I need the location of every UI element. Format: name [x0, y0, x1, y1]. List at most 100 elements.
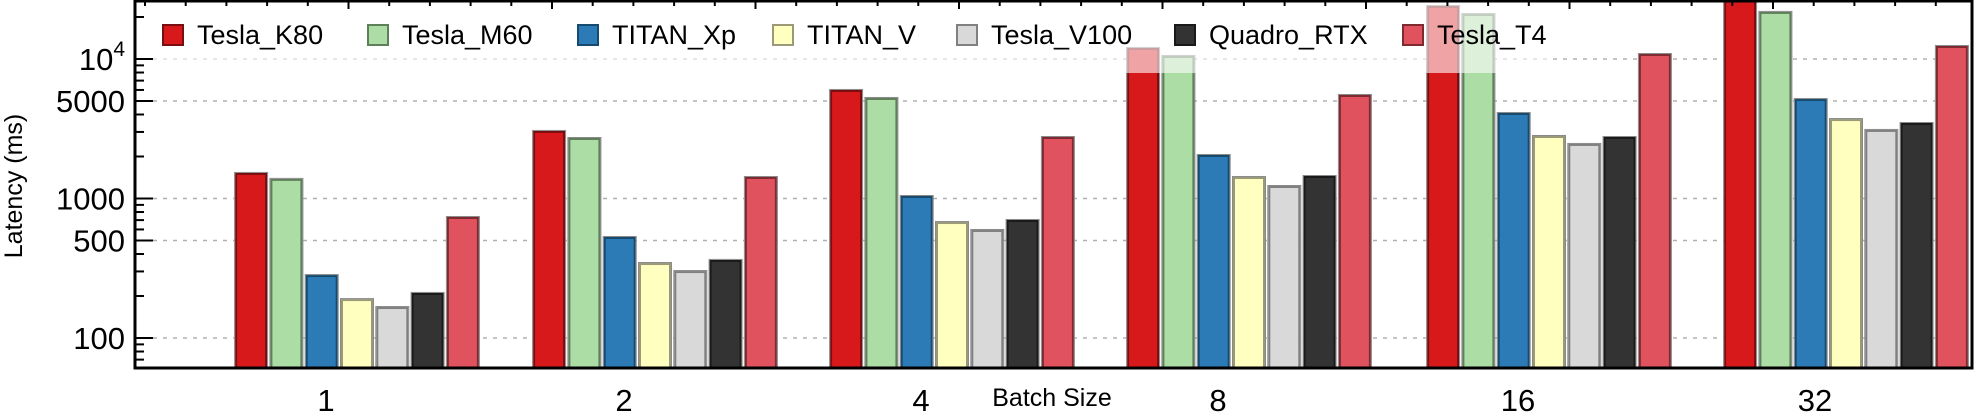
y-tick-label: 500: [73, 223, 125, 258]
legend-label: Quadro_RTX: [1209, 20, 1368, 50]
bar-tesla-k80-batch-32: [1724, 1, 1757, 368]
bar-outline: [532, 129, 567, 368]
x-tick-label: 16: [1501, 383, 1535, 415]
bar-outline: [1232, 175, 1266, 368]
bar-tesla-m60-batch-32: [1759, 11, 1792, 368]
legend: Tesla_K80 Tesla_M60 TITAN_Xp TITAN_V Tesla_V…: [150, 5, 1552, 73]
bar-tesla-v100-batch-8: [1268, 186, 1301, 368]
x-tick-label: 8: [1209, 383, 1226, 415]
bar-tesla-k80-batch-8: [1127, 47, 1160, 368]
bars: [234, 1, 1969, 368]
bar-tesla-t4-batch-8: [1338, 94, 1371, 368]
bar-outline: [1196, 153, 1231, 368]
bar-outline: [1267, 185, 1302, 368]
bar-tesla-m60-batch-8: [1162, 55, 1195, 368]
y-tick-label: 5000: [56, 84, 125, 119]
legend-swatch-titan-xp: [577, 24, 599, 46]
legend-swatch-tesla-m60: [367, 24, 389, 46]
bar-outline: [602, 236, 637, 368]
bar-outline: [1040, 135, 1075, 368]
bar-titan-xp-batch-16: [1497, 112, 1530, 368]
bar-quadro-rtx-batch-1: [411, 292, 444, 368]
bar-quadro-rtx-batch-4: [1006, 219, 1039, 368]
plot-frame: [133, 0, 1974, 370]
bar-titan-xp-batch-1: [305, 275, 338, 368]
y-axis-title: Latency (ms): [0, 114, 28, 258]
bar-tesla-t4-batch-2: [744, 176, 777, 368]
bar-titan-v-batch-8: [1233, 176, 1265, 368]
bar-tesla-t4-batch-1: [446, 216, 479, 368]
x-tick-label: 1: [317, 383, 334, 415]
bar-titan-xp-batch-32: [1794, 99, 1827, 368]
legend-swatch-quadro-rtx: [1174, 24, 1196, 46]
bar-titan-v-batch-2: [639, 263, 671, 368]
bar-outline: [1567, 142, 1602, 368]
bar-tesla-t4-batch-16: [1638, 54, 1671, 368]
bar-outline: [1793, 98, 1828, 368]
bar-tesla-k80-batch-2: [533, 130, 566, 368]
bar-tesla-t4-batch-4: [1041, 136, 1074, 368]
legend-label: TITAN_Xp: [612, 20, 736, 50]
bar-titan-v-batch-16: [1533, 135, 1565, 368]
bar-outline: [269, 177, 304, 368]
bar-titan-v-batch-1: [341, 299, 373, 368]
x-axis-title: Batch Size: [992, 384, 1112, 412]
bar-outline: [304, 274, 339, 368]
y-tick-label: 104: [79, 38, 125, 77]
bar-outline: [1005, 218, 1040, 368]
bar-outline: [375, 306, 410, 368]
legend-swatch-tesla-v100: [956, 24, 978, 46]
bar-quadro-rtx-batch-32: [1900, 123, 1933, 368]
legend-label: Tesla_M60: [402, 20, 533, 50]
bar-outline: [1934, 45, 1969, 368]
bar-outline: [1302, 175, 1337, 368]
legend-label: TITAN_V: [807, 20, 916, 50]
legend-swatch-titan-v: [772, 24, 794, 46]
bar-outline: [340, 298, 374, 368]
bar-titan-v-batch-4: [936, 222, 968, 368]
bar-titan-xp-batch-4: [900, 196, 933, 368]
bar-outline: [638, 262, 672, 368]
bar-tesla-v100-batch-16: [1568, 143, 1601, 368]
legend-swatch-tesla-k80: [162, 24, 184, 46]
axis-labels: Batch Size Latency (ms): [0, 114, 1112, 412]
bar-outline: [1532, 134, 1566, 368]
legend-label: Tesla_K80: [197, 20, 323, 50]
bar-outline: [567, 137, 602, 368]
bar-outline: [1899, 122, 1934, 368]
legend-swatch-tesla-t4: [1402, 24, 1424, 46]
bar-quadro-rtx-batch-16: [1603, 136, 1636, 368]
bar-outline: [1864, 128, 1899, 368]
legend-label: Tesla_T4: [1437, 20, 1547, 50]
bar-outline: [410, 291, 445, 368]
bar-outline: [1337, 93, 1372, 368]
bar-tesla-k80-batch-1: [235, 172, 268, 368]
bar-outline: [673, 270, 708, 368]
bar-tesla-k80-batch-4: [830, 89, 863, 368]
bar-quadro-rtx-batch-8: [1303, 176, 1336, 368]
bar-outline: [970, 228, 1005, 368]
x-tick-label: 32: [1798, 383, 1832, 415]
bar-tesla-v100-batch-1: [376, 307, 409, 368]
bar-titan-xp-batch-2: [603, 237, 636, 368]
bar-tesla-m60-batch-4: [865, 97, 898, 368]
axes: 100 500 1000 5000 104 1 2 4 8 16 32: [56, 0, 1974, 415]
y-tick-label: 100: [73, 321, 125, 356]
bar-outline: [935, 221, 969, 368]
bar-outline: [234, 171, 269, 368]
bar-tesla-v100-batch-2: [674, 271, 707, 368]
x-tick-label: 2: [615, 383, 632, 415]
bar-outline: [899, 195, 934, 368]
bar-tesla-m60-batch-2: [568, 138, 601, 368]
bar-tesla-v100-batch-4: [971, 229, 1004, 368]
y-tick-label: 1000: [56, 182, 125, 217]
bar-tesla-m60-batch-1: [270, 178, 303, 368]
bar-outline: [445, 215, 480, 368]
legend-label: Tesla_V100: [991, 20, 1132, 50]
bar-outline: [1602, 135, 1637, 368]
x-tick-label: 4: [912, 383, 929, 415]
bar-tesla-v100-batch-32: [1865, 129, 1898, 368]
bar-titan-v-batch-32: [1830, 119, 1862, 368]
bar-outline: [743, 175, 778, 368]
